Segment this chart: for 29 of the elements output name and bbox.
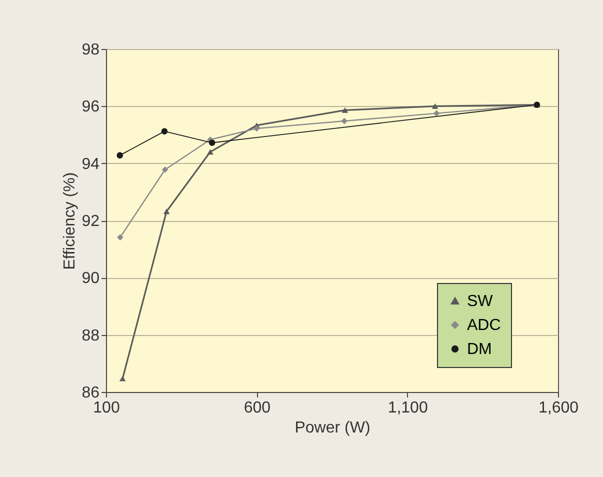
point bbox=[208, 140, 216, 146]
point bbox=[432, 103, 438, 109]
point bbox=[117, 234, 124, 241]
y-tick-label: 96 bbox=[82, 98, 100, 116]
point bbox=[116, 152, 124, 158]
x-tick-label: 600 bbox=[244, 400, 271, 416]
y-tick-label: 92 bbox=[82, 213, 100, 230]
point bbox=[207, 149, 214, 155]
point bbox=[163, 208, 170, 214]
point bbox=[119, 376, 126, 382]
legend-label: DM bbox=[467, 341, 492, 358]
legend-label: ADC bbox=[467, 317, 501, 334]
point bbox=[342, 107, 348, 113]
point bbox=[161, 128, 168, 134]
point bbox=[341, 118, 348, 124]
x-axis-title: Power (W) bbox=[294, 420, 370, 436]
y-axis-title: Efficiency (%) bbox=[62, 172, 79, 270]
y-tick-label: 90 bbox=[82, 270, 100, 288]
legend-label: SW bbox=[467, 293, 494, 310]
y-tick-label: 88 bbox=[82, 327, 100, 344]
y-tick-label: 94 bbox=[82, 156, 100, 173]
x-tick-label: 100 bbox=[93, 400, 120, 416]
y-tick-label: 98 bbox=[82, 42, 100, 58]
point bbox=[254, 125, 260, 132]
point bbox=[433, 110, 440, 116]
y-tick-label: 86 bbox=[82, 384, 100, 402]
x-tick-label: 1,100 bbox=[388, 400, 428, 416]
x-tick-label: 1,600 bbox=[538, 400, 579, 416]
point bbox=[162, 166, 168, 173]
